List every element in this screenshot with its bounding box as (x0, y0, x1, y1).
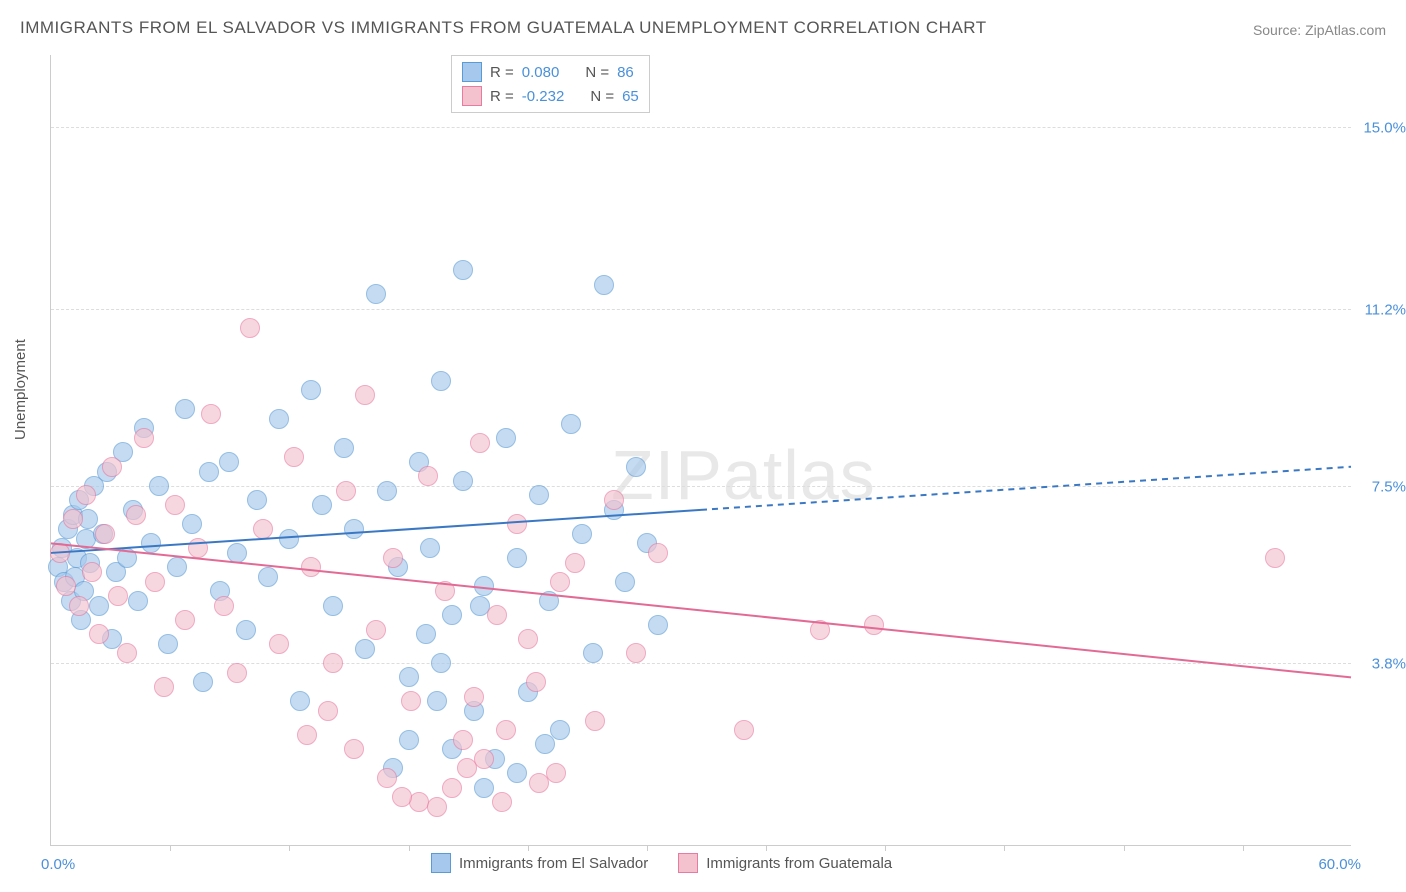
legend-label-0: Immigrants from El Salvador (459, 855, 648, 872)
legend-series: Immigrants from El Salvador Immigrants f… (431, 853, 892, 873)
legend-stats: R = 0.080 N = 86 R = -0.232 N = 65 (451, 55, 650, 113)
x-axis-min-label: 0.0% (41, 856, 75, 873)
trend-line-dashed-el_salvador (701, 467, 1351, 510)
n-value-0: 86 (617, 64, 634, 81)
n-label-0: N = (585, 64, 609, 81)
x-tick (647, 845, 648, 851)
n-value-1: 65 (622, 88, 639, 105)
swatch-el-salvador (462, 62, 482, 82)
y-axis-label: Unemployment (12, 339, 29, 440)
r-label-1: R = (490, 88, 514, 105)
r-value-1: -0.232 (522, 88, 565, 105)
x-tick (289, 845, 290, 851)
chart-title: IMMIGRANTS FROM EL SALVADOR VS IMMIGRANT… (20, 18, 987, 38)
legend-stats-row-el-salvador: R = 0.080 N = 86 (462, 60, 639, 84)
x-tick (766, 845, 767, 851)
source-attribution: Source: ZipAtlas.com (1253, 22, 1386, 38)
y-tick-label: 15.0% (1363, 119, 1406, 136)
y-tick-label: 3.8% (1372, 656, 1406, 673)
chart-plot-area: ZIPatlas 15.0%11.2%7.5%3.8% 0.0% 60.0% R… (50, 55, 1351, 846)
r-value-0: 0.080 (522, 64, 560, 81)
y-tick-label: 11.2% (1365, 301, 1406, 318)
x-tick (885, 845, 886, 851)
x-axis-max-label: 60.0% (1318, 856, 1361, 873)
n-label-1: N = (590, 88, 614, 105)
x-tick (409, 845, 410, 851)
legend-label-1: Immigrants from Guatemala (706, 855, 892, 872)
x-tick (1124, 845, 1125, 851)
swatch-el-salvador-bottom (431, 853, 451, 873)
trend-line-guatemala (51, 543, 1351, 677)
x-tick (1004, 845, 1005, 851)
trend-lines (51, 55, 1351, 845)
swatch-guatemala (462, 86, 482, 106)
swatch-guatemala-bottom (678, 853, 698, 873)
y-tick-label: 7.5% (1372, 478, 1406, 495)
r-label-0: R = (490, 64, 514, 81)
legend-stats-row-guatemala: R = -0.232 N = 65 (462, 84, 639, 108)
x-tick (170, 845, 171, 851)
x-tick (1243, 845, 1244, 851)
x-tick (528, 845, 529, 851)
legend-item-el-salvador: Immigrants from El Salvador (431, 853, 648, 873)
trend-line-el_salvador (51, 510, 701, 553)
legend-item-guatemala: Immigrants from Guatemala (678, 853, 892, 873)
